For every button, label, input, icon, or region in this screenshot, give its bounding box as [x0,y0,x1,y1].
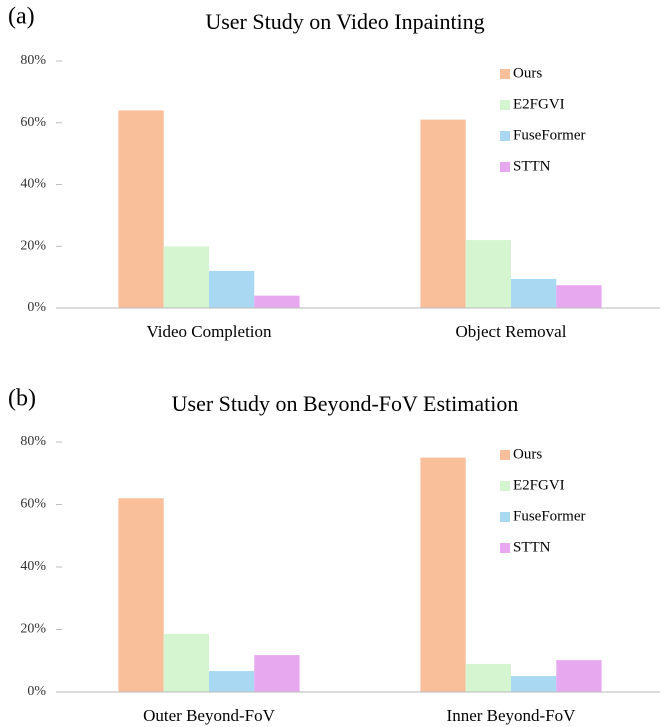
x-tick-label: Video Completion [146,322,272,341]
legend-label: E2FGVI [513,477,565,493]
y-tick-label: 0% [27,300,46,315]
y-tick-label: 40% [20,177,46,192]
bar [209,671,255,692]
x-tick-label: Object Removal [456,322,567,341]
y-tick-label: 80% [20,53,46,68]
legend-swatch [500,543,510,553]
legend-swatch [500,131,510,141]
bar [465,240,511,308]
bar [556,660,602,692]
panel-label: (a) [8,4,35,30]
legend-swatch [500,481,510,491]
bar [465,663,511,692]
legend-swatch [500,450,510,460]
chart-title: User Study on Video Inpainting [205,9,484,34]
y-tick-label: 20% [20,238,46,253]
legend-label: Ours [513,446,542,462]
bar [420,119,466,308]
bar [163,633,209,692]
y-tick-label: 60% [20,497,46,512]
y-tick-label: 40% [20,559,46,574]
bar [254,655,300,692]
legend-label: Ours [513,65,542,81]
bar [556,285,602,308]
legend-label: STTN [513,539,551,555]
y-tick-label: 80% [20,434,46,449]
y-tick-label: 20% [20,622,46,637]
bar [163,246,209,308]
legend-swatch [500,512,510,522]
bar [511,278,557,308]
y-tick-label: 60% [20,115,46,130]
x-tick-label: Inner Beyond-FoV [447,706,577,725]
legend-label: FuseFormer [513,127,586,143]
bar [254,295,300,308]
bar [511,676,557,692]
bar [209,270,255,308]
x-tick-label: Outer Beyond-FoV [143,706,275,725]
legend-label: FuseFormer [513,508,586,524]
legend-label: STTN [513,158,551,174]
legend-label: E2FGVI [513,96,565,112]
legend-swatch [500,69,510,79]
legend-swatch [500,162,510,172]
bar [118,110,164,309]
y-tick-label: 0% [27,684,46,699]
bar [118,498,164,692]
panel-label: (b) [8,386,36,412]
bar [420,457,466,692]
legend-swatch [500,100,510,110]
chart-title: User Study on Beyond-FoV Estimation [172,391,519,416]
